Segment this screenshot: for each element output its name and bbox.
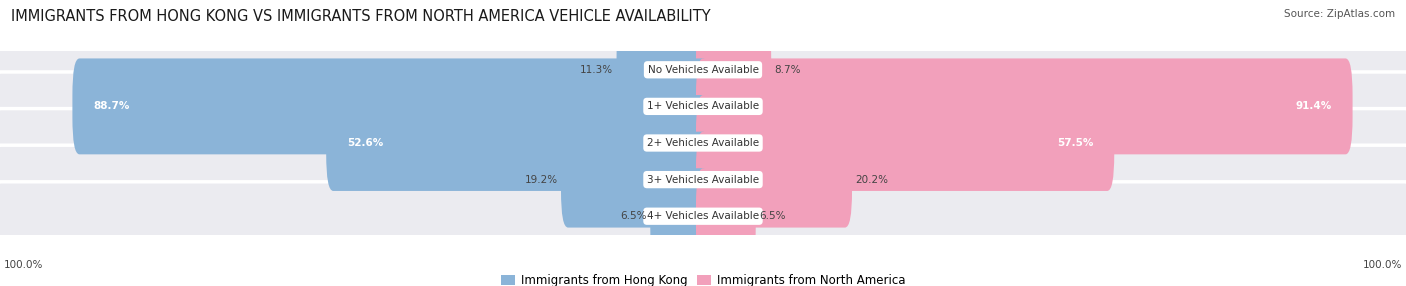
Text: Source: ZipAtlas.com: Source: ZipAtlas.com	[1284, 9, 1395, 19]
FancyBboxPatch shape	[326, 95, 710, 191]
Text: 100.0%: 100.0%	[4, 260, 44, 270]
Text: 2+ Vehicles Available: 2+ Vehicles Available	[647, 138, 759, 148]
FancyBboxPatch shape	[561, 132, 710, 228]
FancyBboxPatch shape	[696, 95, 1115, 191]
Text: 8.7%: 8.7%	[775, 65, 801, 75]
FancyBboxPatch shape	[616, 22, 710, 118]
Text: 57.5%: 57.5%	[1057, 138, 1094, 148]
FancyBboxPatch shape	[696, 22, 772, 118]
FancyBboxPatch shape	[73, 58, 710, 154]
Text: 3+ Vehicles Available: 3+ Vehicles Available	[647, 175, 759, 184]
Text: 100.0%: 100.0%	[1362, 260, 1402, 270]
FancyBboxPatch shape	[650, 168, 710, 264]
Legend: Immigrants from Hong Kong, Immigrants from North America: Immigrants from Hong Kong, Immigrants fr…	[501, 274, 905, 286]
Text: 6.5%: 6.5%	[759, 211, 786, 221]
Text: IMMIGRANTS FROM HONG KONG VS IMMIGRANTS FROM NORTH AMERICA VEHICLE AVAILABILITY: IMMIGRANTS FROM HONG KONG VS IMMIGRANTS …	[11, 9, 711, 23]
FancyBboxPatch shape	[0, 182, 1406, 251]
Text: 20.2%: 20.2%	[855, 175, 889, 184]
FancyBboxPatch shape	[696, 58, 1353, 154]
FancyBboxPatch shape	[696, 168, 756, 264]
Text: 6.5%: 6.5%	[620, 211, 647, 221]
Text: No Vehicles Available: No Vehicles Available	[648, 65, 758, 75]
Text: 52.6%: 52.6%	[347, 138, 384, 148]
FancyBboxPatch shape	[696, 132, 852, 228]
Text: 88.7%: 88.7%	[93, 102, 129, 111]
Text: 4+ Vehicles Available: 4+ Vehicles Available	[647, 211, 759, 221]
Text: 1+ Vehicles Available: 1+ Vehicles Available	[647, 102, 759, 111]
Text: 91.4%: 91.4%	[1295, 102, 1331, 111]
FancyBboxPatch shape	[0, 35, 1406, 104]
Text: 19.2%: 19.2%	[524, 175, 558, 184]
FancyBboxPatch shape	[0, 109, 1406, 177]
Text: 11.3%: 11.3%	[579, 65, 613, 75]
FancyBboxPatch shape	[0, 145, 1406, 214]
FancyBboxPatch shape	[0, 72, 1406, 141]
